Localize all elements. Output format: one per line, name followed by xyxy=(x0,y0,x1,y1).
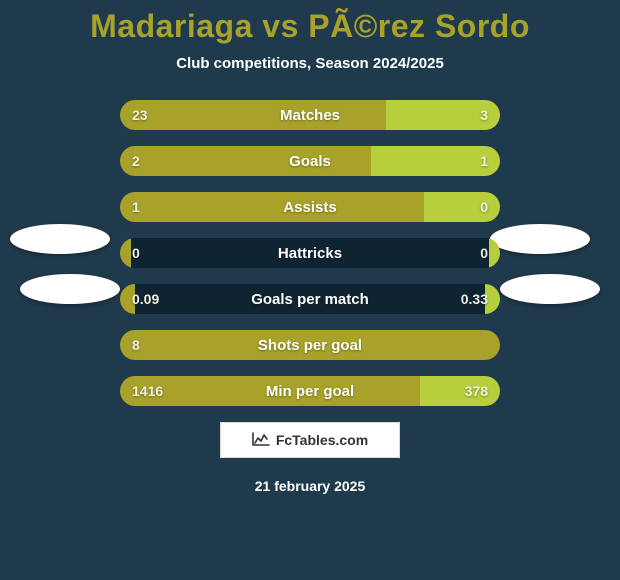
bar-left xyxy=(120,330,500,360)
date: 21 february 2025 xyxy=(0,478,620,494)
value-right: 0 xyxy=(480,238,488,268)
bar-right xyxy=(424,192,500,222)
stat-label: Hattricks xyxy=(120,238,500,268)
bar-right xyxy=(420,376,500,406)
bar-left xyxy=(120,192,424,222)
bar-right xyxy=(386,100,500,130)
stat-row: Min per goal1416378 xyxy=(120,376,500,406)
vs-label: vs xyxy=(262,8,299,44)
stat-row: Assists10 xyxy=(120,192,500,222)
bar-left xyxy=(120,284,135,314)
comparison-card: Madariaga vs PÃ©rez Sordo Club competiti… xyxy=(0,0,620,580)
avatar-left-1 xyxy=(10,224,110,254)
stat-row: Hattricks0 0 xyxy=(120,238,500,268)
bar-left xyxy=(120,100,386,130)
chart-icon xyxy=(252,432,270,449)
title: Madariaga vs PÃ©rez Sordo xyxy=(0,8,620,45)
bar-left xyxy=(120,376,420,406)
subtitle: Club competitions, Season 2024/2025 xyxy=(0,55,620,72)
bar-right xyxy=(489,238,500,268)
player2-name: PÃ©rez Sordo xyxy=(308,8,530,44)
stat-label: Goals per match xyxy=(120,284,500,314)
bar-left xyxy=(120,146,371,176)
stat-row: Shots per goal8 xyxy=(120,330,500,360)
avatar-right-2 xyxy=(500,274,600,304)
bar-left xyxy=(120,238,131,268)
stats-area: Matches233 Goals21 Assists10 Hattricks0 0 Goa… xyxy=(0,100,620,406)
bar-right xyxy=(485,284,500,314)
avatar-left-2 xyxy=(20,274,120,304)
value-left: 0.09 xyxy=(132,284,159,314)
watermark: FcTables.com xyxy=(220,422,400,458)
player1-name: Madariaga xyxy=(90,8,253,44)
stat-row: Matches233 xyxy=(120,100,500,130)
avatar-right-1 xyxy=(490,224,590,254)
stat-row: Goals per match0.090.33 xyxy=(120,284,500,314)
stat-row: Goals21 xyxy=(120,146,500,176)
watermark-text: FcTables.com xyxy=(276,432,368,448)
bar-right xyxy=(371,146,500,176)
value-left: 0 xyxy=(132,238,140,268)
